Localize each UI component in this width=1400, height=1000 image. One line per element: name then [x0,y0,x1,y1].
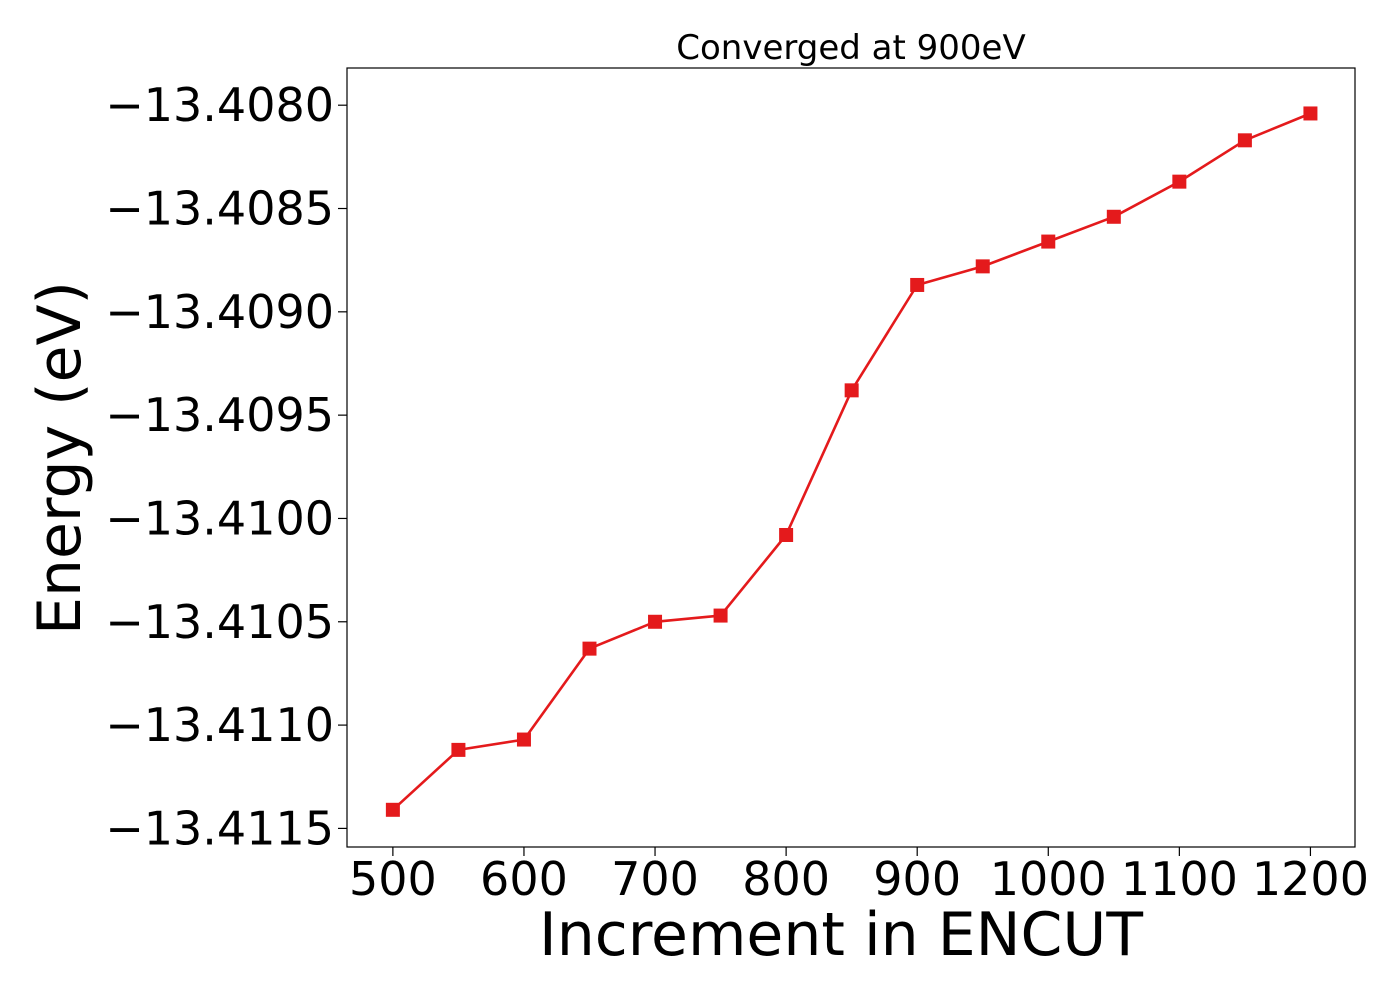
y-tick-label: −13.4080 [105,78,334,132]
y-tick-label: −13.4085 [105,182,334,236]
x-tick-label: 1200 [1252,852,1369,906]
y-axis-label: Energy (eV) [25,281,95,635]
data-point-marker [713,608,728,623]
x-tick-label: 600 [480,852,568,906]
data-point-marker [779,527,794,542]
data-point-marker [516,732,531,747]
x-tick-label: 500 [349,852,437,906]
data-point-marker [648,614,663,629]
series-layer [385,106,1318,817]
data-point-marker [1303,106,1318,121]
data-point-marker [582,641,597,656]
x-tick-label: 1000 [990,852,1107,906]
data-point-marker [1237,133,1252,148]
plot-frame [346,67,1356,848]
data-point-marker [1106,209,1121,224]
y-tick-label: −13.4105 [105,595,334,649]
x-tick-label: 800 [742,852,830,906]
data-point-marker [975,259,990,274]
y-tick-label: −13.4110 [105,698,334,752]
y-tick-label: −13.4115 [105,801,334,855]
data-point-marker [910,277,925,292]
x-tick-label: 700 [611,852,699,906]
y-tick-label: −13.4095 [105,388,334,442]
x-axis-label: Increment in ENCUT [539,900,1143,970]
data-point-marker [385,802,400,817]
data-point-marker [451,742,466,757]
x-axis-ticks: 500 600 700 800 900 1000 1100 1200 [349,847,1369,906]
data-point-marker [1172,174,1187,189]
y-tick-label: −13.4100 [105,491,334,545]
chart-title: Converged at 900eV [676,28,1025,68]
x-tick-label: 1100 [1121,852,1238,906]
data-point-marker [1041,234,1056,249]
data-point-marker [844,383,859,398]
x-tick-label: 900 [873,852,961,906]
y-tick-label: −13.4090 [105,285,334,339]
y-axis-ticks: −13.4080 −13.4085 −13.4090 −13.4095 −13.4100… [105,78,347,855]
